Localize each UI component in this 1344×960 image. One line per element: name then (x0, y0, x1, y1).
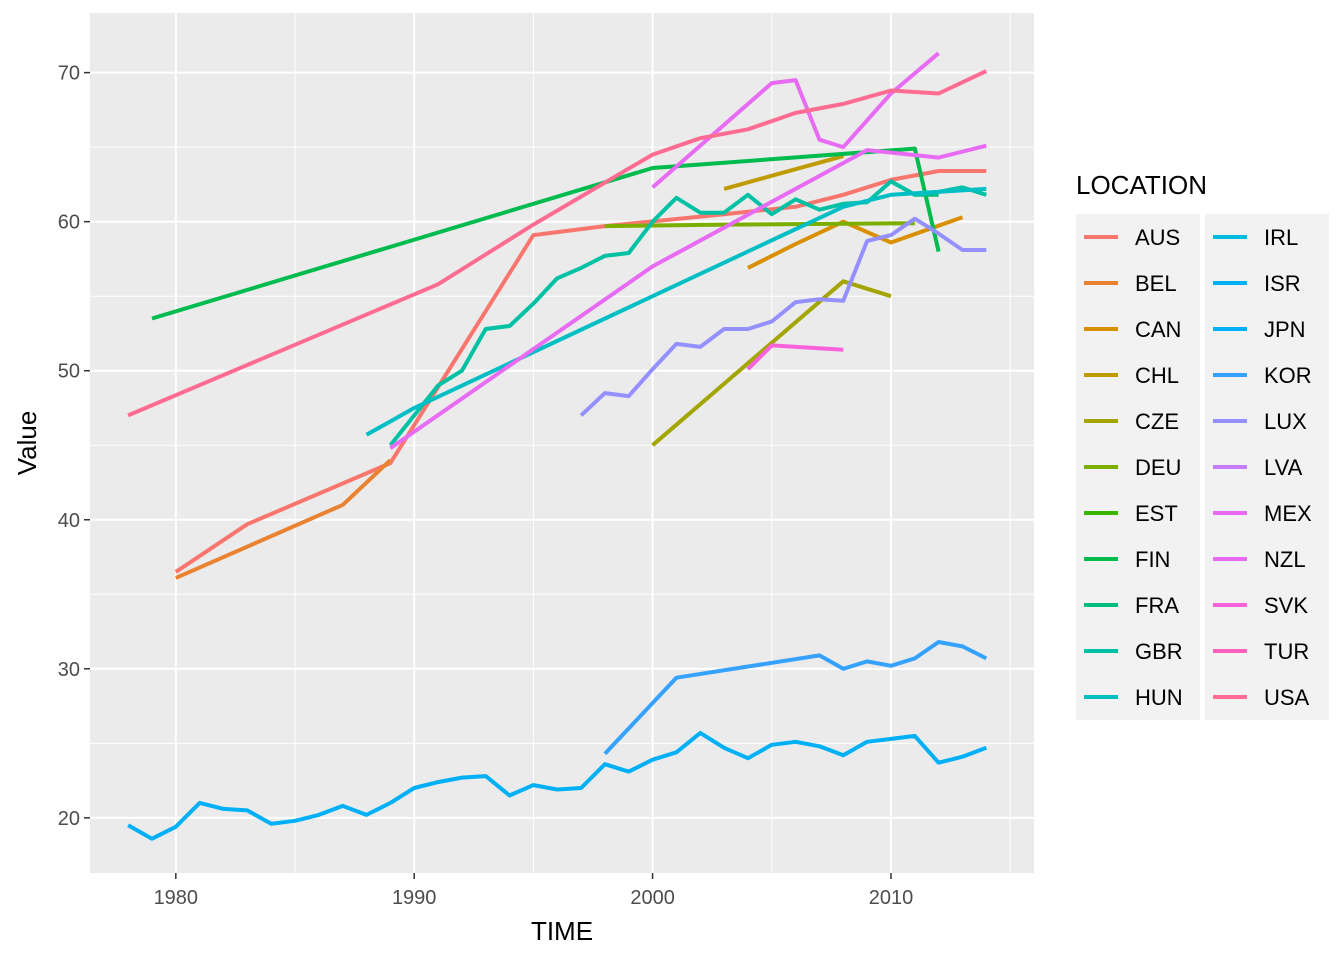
legend-label-nzl: NZL (1264, 547, 1306, 572)
legend-title: LOCATION (1076, 170, 1207, 200)
series-line-cze (651, 279, 892, 447)
legend-label-irl: IRL (1264, 225, 1298, 250)
legend-label-fra: FRA (1135, 593, 1179, 618)
series-line-usa (127, 69, 988, 418)
legend-label-tur: TUR (1264, 639, 1309, 664)
legend-label-deu: DEU (1135, 455, 1181, 480)
series-line-mex (389, 143, 987, 450)
legend-label-mex: MEX (1264, 501, 1312, 526)
legend-label-kor: KOR (1264, 363, 1312, 388)
y-axis: 20 30 40 50 60 70 (58, 63, 90, 830)
series-line-hun (365, 186, 987, 437)
legend-label-jpn: JPN (1264, 317, 1306, 342)
legend-label-svk: SVK (1264, 593, 1308, 618)
legend-label-can: CAN (1135, 317, 1181, 342)
series-line-lux (579, 216, 987, 417)
y-tick-label: 70 (58, 63, 80, 85)
y-tick-label: 60 (58, 212, 80, 234)
series-line-fin (151, 146, 941, 321)
series-line-gbr (388, 179, 987, 447)
x-tick-label: 1990 (392, 887, 437, 909)
series-line-jpn (127, 730, 988, 841)
series-line-chl (723, 154, 844, 191)
y-tick-label: 30 (58, 659, 80, 681)
y-axis-title: Value (12, 411, 42, 476)
series-line-can (747, 215, 964, 270)
series-line-bel (174, 458, 392, 580)
plot-panel (90, 13, 1034, 873)
x-tick-label: 2010 (869, 887, 914, 909)
series-line-deu (604, 221, 915, 229)
legend-label-bel: BEL (1135, 271, 1177, 296)
legend-label-lux: LUX (1264, 409, 1307, 434)
legend-label-est: EST (1135, 501, 1178, 526)
legend-label-lva: LVA (1264, 455, 1303, 480)
legend-label-fin: FIN (1135, 547, 1170, 572)
series-lines (127, 51, 988, 841)
legend-label-aus: AUS (1135, 225, 1180, 250)
x-tick-label: 2000 (630, 887, 675, 909)
series-line-nzl (651, 51, 940, 189)
x-axis-title: TIME (531, 916, 593, 946)
legend-label-cze: CZE (1135, 409, 1179, 434)
x-tick-label: 1980 (154, 887, 199, 909)
y-tick-label: 20 (58, 808, 80, 830)
legend-label-isr: ISR (1264, 271, 1301, 296)
minor-gridlines (90, 13, 1034, 873)
series-line-svk (746, 343, 844, 371)
y-tick-label: 40 (58, 510, 80, 532)
series-line-kor (603, 640, 988, 756)
y-tick-label: 50 (58, 361, 80, 383)
legend-label-gbr: GBR (1135, 639, 1183, 664)
legend: LOCATION AUS BEL CAN CHL CZE DEU EST FIN FRA GBR H… (1076, 170, 1329, 720)
legend-label-hun: HUN (1135, 685, 1183, 710)
legend-label-chl: CHL (1135, 363, 1179, 388)
legend-label-usa: USA (1264, 685, 1310, 710)
x-axis: 1980 1990 2000 2010 (154, 873, 914, 909)
